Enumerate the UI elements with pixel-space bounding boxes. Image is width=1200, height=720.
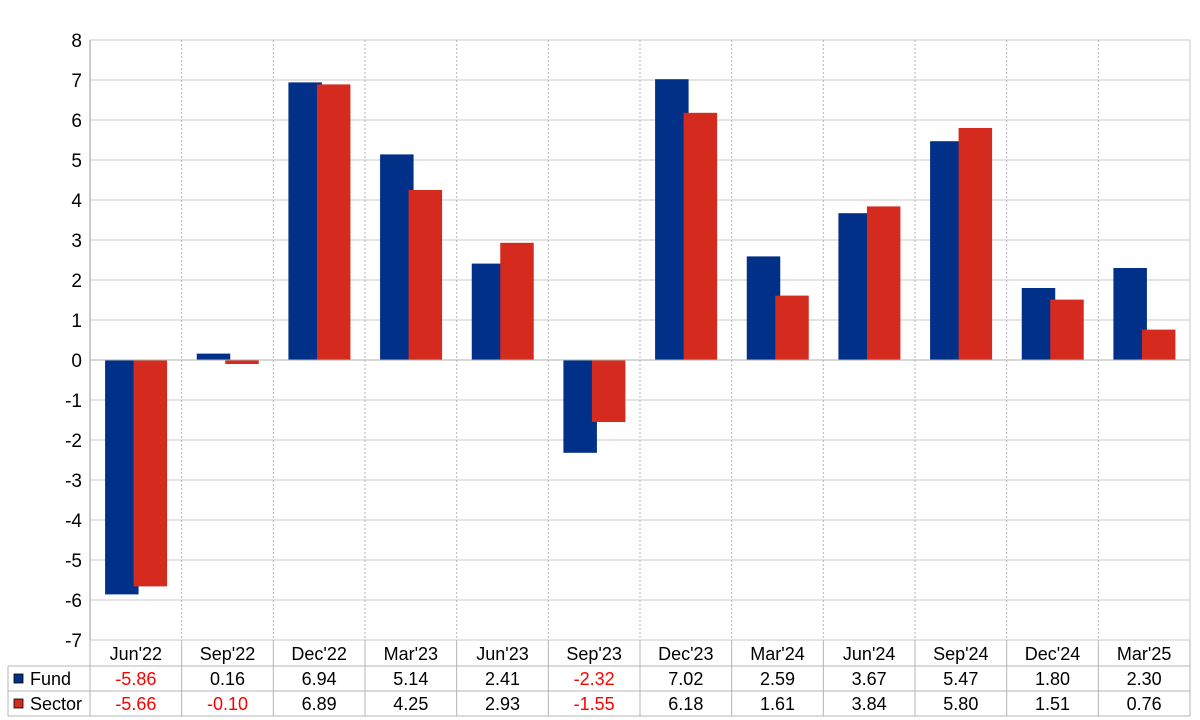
data-label-sector: -1.55 — [574, 694, 615, 714]
x-tick-label: Dec'22 — [291, 644, 346, 664]
y-tick-label: 8 — [71, 31, 82, 52]
bar-fund — [563, 360, 597, 453]
x-tick-label: Jun'23 — [476, 644, 528, 664]
x-tick-label: Mar'23 — [384, 644, 438, 664]
data-label-fund: 6.94 — [302, 669, 337, 689]
data-label-fund: 3.67 — [852, 669, 887, 689]
x-tick-label: Sep'23 — [566, 644, 622, 664]
data-label-fund: 5.47 — [943, 669, 978, 689]
y-axis: 8 7 6 5 4 3 2 1 0 -1 -2 -3 -4 -5 -6 -7 — [65, 31, 82, 652]
data-label-fund: 7.02 — [668, 669, 703, 689]
data-label-sector: -0.10 — [207, 694, 248, 714]
bar-fund — [655, 79, 689, 360]
bar-sector — [591, 360, 626, 422]
bar-fund — [288, 82, 322, 361]
data-label-sector: 1.51 — [1035, 694, 1070, 714]
bars — [90, 79, 1190, 595]
bar-fund — [471, 263, 506, 360]
y-tick-label: -5 — [65, 551, 82, 572]
y-tick-label: 4 — [71, 191, 82, 212]
bar-sector — [775, 295, 809, 360]
x-tick-label: Dec'24 — [1025, 644, 1080, 664]
data-label-fund: 5.14 — [393, 669, 428, 689]
x-tick-label: Dec'23 — [658, 644, 713, 664]
bar-fund — [380, 154, 414, 360]
y-tick-label: -4 — [65, 511, 82, 532]
bar-sector — [1141, 329, 1176, 360]
y-tick-label: -6 — [65, 591, 82, 612]
data-label-fund: 0.16 — [210, 669, 245, 689]
bar-sector — [316, 84, 351, 361]
legend-label-sector: Sector — [30, 694, 82, 714]
x-tick-label: Sep'24 — [933, 644, 989, 664]
x-tick-label: Mar'25 — [1117, 644, 1171, 664]
y-tick-label: 6 — [71, 111, 82, 132]
bar-fund — [1113, 268, 1147, 360]
data-label-sector: -5.66 — [115, 694, 156, 714]
x-tick-label: Sep'22 — [200, 644, 256, 664]
bar-sector — [500, 242, 534, 360]
grid-lines — [89, 39, 1191, 641]
bar-fund — [930, 141, 964, 360]
data-label-sector: 0.76 — [1127, 694, 1162, 714]
y-tick-label: 5 — [71, 151, 82, 172]
data-label-fund: 2.59 — [760, 669, 795, 689]
legend-swatch-fund — [13, 673, 24, 684]
y-tick-label: 2 — [71, 271, 82, 292]
data-label-sector: 6.89 — [302, 694, 337, 714]
y-tick-label: 0 — [71, 351, 82, 372]
x-tick-label: Jun'24 — [843, 644, 895, 664]
data-label-sector: 3.84 — [852, 694, 887, 714]
data-label-sector: 1.61 — [760, 694, 795, 714]
bar-fund — [105, 360, 139, 595]
bar-fund — [746, 256, 781, 360]
bar-sector — [866, 206, 901, 360]
data-label-fund: 1.80 — [1035, 669, 1070, 689]
data-table: Fund -5.86 0.16 6.94 5.14 2.41 -2.32 7.02 2.59 3.… — [7, 640, 1191, 717]
y-tick-label: -7 — [65, 631, 82, 652]
x-tick-label: Mar'24 — [750, 644, 804, 664]
legend-swatch-sector — [13, 698, 24, 709]
bar-sector — [958, 128, 993, 360]
y-tick-label: 3 — [71, 231, 82, 252]
x-tick-label: Jun'22 — [110, 644, 162, 664]
bar-sector — [1050, 299, 1084, 360]
bar-sector — [225, 360, 259, 364]
bar-fund — [838, 213, 872, 360]
bar-fund — [1021, 288, 1056, 360]
bar-sector — [408, 190, 443, 360]
y-tick-label: -1 — [65, 391, 82, 412]
legend-label-fund: Fund — [30, 669, 71, 689]
data-label-sector: 4.25 — [393, 694, 428, 714]
data-label-fund: 2.30 — [1127, 669, 1162, 689]
bar-sector — [683, 112, 718, 360]
y-tick-label: -3 — [65, 471, 82, 492]
bar-sector — [133, 360, 168, 587]
data-label-fund: -5.86 — [115, 669, 156, 689]
bar-fund — [196, 353, 231, 360]
data-label-sector: 2.93 — [485, 694, 520, 714]
data-label-fund: 2.41 — [485, 669, 520, 689]
data-label-fund: -2.32 — [574, 669, 615, 689]
data-label-sector: 5.80 — [943, 694, 978, 714]
x-axis: Jun'22 Sep'22 Dec'22 Mar'23 Jun'23 Sep'23 Dec'… — [110, 644, 1172, 664]
data-label-sector: 6.18 — [668, 694, 703, 714]
y-tick-label: 1 — [71, 311, 82, 332]
y-tick-label: 7 — [71, 71, 82, 92]
y-tick-label: -2 — [65, 431, 82, 452]
